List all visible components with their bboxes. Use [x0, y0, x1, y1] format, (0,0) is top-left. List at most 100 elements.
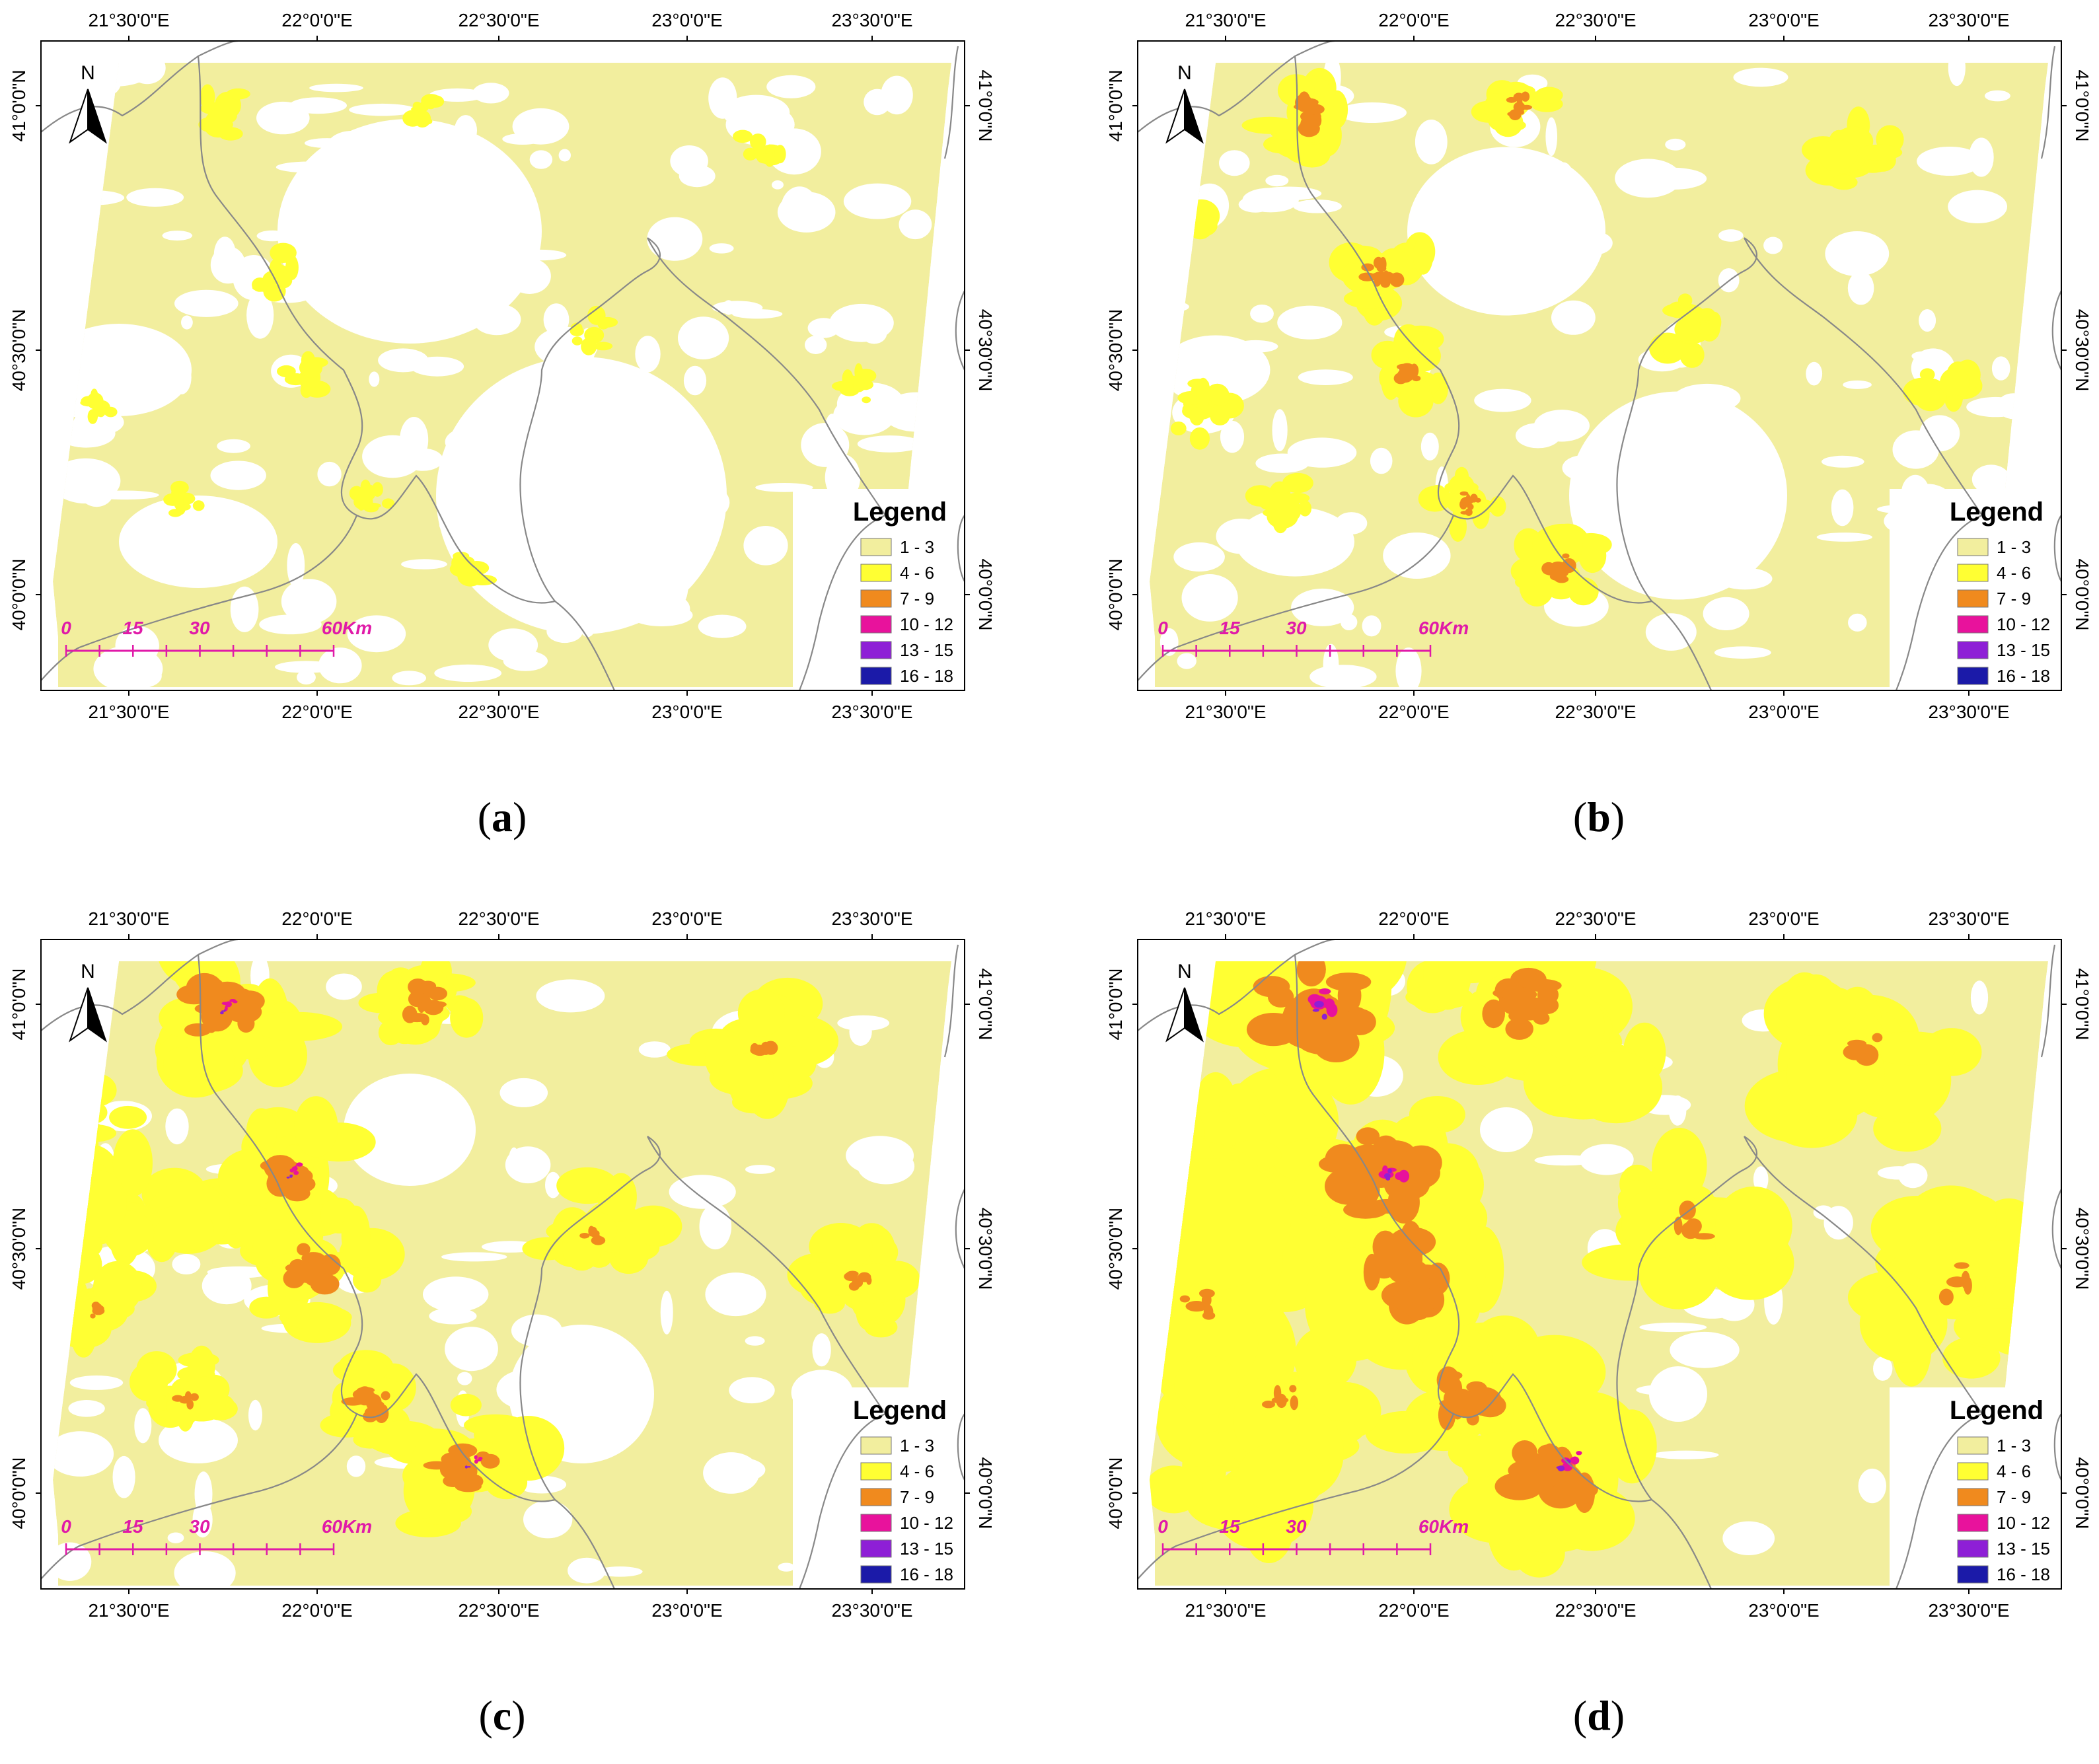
caption-paren-open: (	[1572, 1692, 1588, 1739]
legend-title: Legend	[853, 1396, 947, 1425]
susceptibility-medium-area	[1444, 480, 1479, 494]
legend-label: 10 - 12	[900, 1513, 953, 1533]
unclassified-patch	[1873, 1356, 1893, 1381]
susceptibility-medium-area	[92, 1261, 143, 1314]
susceptibility-high-area	[1400, 367, 1418, 379]
susceptibility-high-area	[1202, 1311, 1216, 1320]
legend-label: 7 - 9	[900, 1487, 934, 1507]
susceptibility-medium-area	[1907, 1231, 1993, 1287]
scale-bar-label: 30	[1286, 618, 1307, 638]
unclassified-patch	[1847, 271, 1874, 305]
unclassified-patch	[1970, 980, 1989, 1015]
border-line	[519, 1136, 661, 1500]
top-lon-label: 22°0'0"E	[281, 908, 352, 929]
top-lon-label: 23°0'0"E	[651, 10, 722, 30]
unclassified-patch	[1515, 423, 1561, 449]
unclassified-patch	[1919, 309, 1936, 332]
unclassified-patch	[112, 1455, 135, 1498]
unclassified-patch	[134, 1408, 152, 1444]
susceptibility-medium-area	[378, 1019, 404, 1046]
susceptibility-medium-area	[277, 365, 296, 378]
legend-label: 13 - 15	[900, 1539, 953, 1559]
border-line	[197, 954, 615, 1589]
susceptibility-medium-area	[1818, 139, 1858, 170]
unclassified-patch	[53, 1431, 114, 1477]
panel-caption: (d)	[1500, 1691, 1698, 1740]
susceptibility-high-area	[418, 1002, 433, 1011]
right-lat-label: 41°0'0"N	[975, 70, 996, 142]
panel-caption: (a)	[403, 793, 601, 842]
legend-swatch	[860, 1539, 892, 1558]
susceptibility-medium-area	[402, 110, 423, 127]
susceptibility-medium-area	[1699, 308, 1716, 321]
susceptibility-medium-area	[619, 1233, 651, 1268]
right-lat-label: 40°30'0"N	[975, 309, 996, 392]
top-lon-label: 22°0'0"E	[1378, 908, 1449, 929]
susceptibility-high-area	[1295, 94, 1312, 112]
unclassified-patch	[1919, 415, 1960, 452]
unclassified-patch	[1309, 665, 1377, 687]
susceptibility-medium-area	[1269, 492, 1296, 512]
susceptibility-high-area	[1541, 562, 1556, 575]
susceptibility-medium-area	[427, 95, 445, 108]
susceptibility-very-high-area	[225, 1006, 228, 1011]
scale-bar-label: 60Km	[322, 1516, 372, 1537]
susceptibility-high-area	[1847, 1039, 1866, 1047]
north-arrow-icon: N	[1165, 62, 1204, 144]
scale-bar: 0 15 30 60Km	[61, 1516, 372, 1555]
susceptibility-medium-area	[1939, 367, 1970, 398]
unclassified-patch	[472, 83, 509, 104]
susceptibility-high-area	[381, 1391, 390, 1401]
susceptibility-medium-area	[862, 396, 871, 404]
unclassified-patch	[434, 664, 502, 682]
susceptibility-high-area	[1954, 1262, 1970, 1269]
susceptibility-medium-area	[168, 509, 182, 517]
unclassified-patch	[1291, 588, 1354, 626]
left-lat-label: 41°0'0"N	[1105, 70, 1126, 142]
susceptibility-high-area	[846, 1270, 859, 1278]
susceptibility-medium-area	[200, 84, 215, 110]
susceptibility-medium-area	[1070, 1075, 1146, 1134]
legend: Legend 1 - 3 4 - 6 7 - 9 10 - 12 13 - 15 16 - …	[853, 1396, 953, 1584]
unclassified-patch	[1293, 200, 1342, 213]
scale-bar-label: 60Km	[322, 618, 372, 638]
clear-area	[1235, 507, 1354, 577]
susceptibility-medium-area	[597, 316, 618, 328]
susceptibility-high-area	[1515, 94, 1525, 100]
unclassified-patch	[709, 1457, 766, 1483]
north-arrow-right	[87, 89, 107, 144]
susceptibility-high-area	[1343, 1008, 1376, 1035]
caption-letter: d	[1587, 1692, 1611, 1739]
left-lat-label: 40°30'0"N	[9, 309, 29, 392]
susceptibility-high-area	[1372, 271, 1389, 283]
susceptibility-high-area	[1687, 1224, 1699, 1239]
susceptibility-medium-area	[737, 989, 785, 1037]
legend-swatch	[860, 589, 892, 608]
unclassified-patch	[864, 89, 891, 116]
susceptibility-extreme-area	[1384, 1173, 1391, 1179]
unclassified-patch	[289, 97, 347, 114]
top-lon-label: 23°0'0"E	[1748, 10, 1819, 30]
left-lat-label: 41°0'0"N	[1105, 969, 1126, 1041]
susceptibility-medium-area	[719, 1053, 774, 1099]
map-svg: 21°30'0"E 22°0'0"E 22°30'0"E 23°0'0"E 23°30'…	[1105, 908, 2092, 1621]
unclassified-patch	[445, 1327, 498, 1372]
susceptibility-medium-area	[492, 1416, 565, 1481]
susceptibility-high-area	[423, 1461, 451, 1470]
scale-bar-label: 30	[1286, 1516, 1307, 1537]
legend-label: 13 - 15	[900, 640, 953, 660]
susceptibility-medium-area	[1303, 144, 1326, 166]
unclassified-patch	[429, 88, 486, 102]
susceptibility-extreme-area	[467, 1466, 471, 1468]
susceptibility-medium-area	[832, 381, 854, 392]
bottom-lon-label: 22°30'0"E	[1555, 1600, 1636, 1621]
caption-paren-close: )	[513, 793, 527, 840]
legend-label: 10 - 12	[900, 614, 953, 634]
susceptibility-medium-area	[1568, 577, 1599, 606]
legend-label: 1 - 3	[1997, 537, 2031, 557]
north-label: N	[81, 961, 95, 982]
susceptibility-very-high-area	[296, 1162, 303, 1167]
border-lines	[1138, 939, 2061, 1589]
unclassified-patch	[1220, 420, 1245, 453]
bottom-lon-label: 23°30'0"E	[1928, 1600, 2009, 1621]
